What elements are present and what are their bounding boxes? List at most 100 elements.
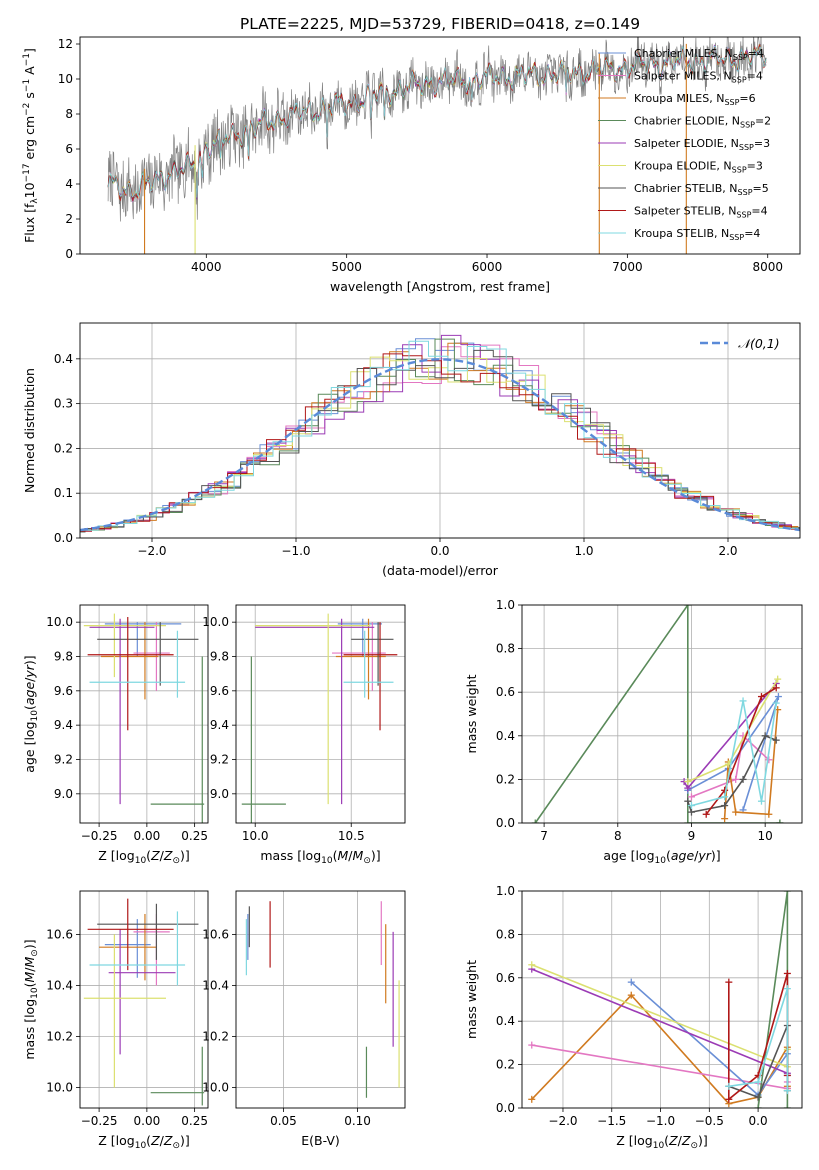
x-tick-label: 2.0	[718, 544, 737, 558]
x-axis-label: (data-model)/error	[382, 563, 499, 578]
axes-frame	[521, 604, 803, 824]
y-tick-label: 0.6	[496, 685, 515, 699]
y-tick-label: 10.2	[46, 1030, 73, 1044]
marker-chabrier-stelib	[761, 732, 769, 740]
normal-curve	[80, 358, 800, 532]
x-tick-label: 0.05	[270, 1114, 297, 1128]
legend: Chabrier MILES, NSSP=4 Salpeter MILES, NS…	[598, 47, 771, 242]
axes-spectrum: 4000 5000 6000 7000 8000 0 2 4 6 8 10 12 Chabrier MI…	[22, 36, 801, 294]
legend-entry: Chabrier STELIB, NSSP=5	[634, 182, 769, 197]
x-tick-label: 6000	[472, 260, 503, 274]
marker-salpeter-miles	[528, 1041, 536, 1049]
y-tick-label: 10	[58, 72, 73, 86]
y-tick-label: 0.2	[54, 441, 73, 455]
axes-frame	[79, 604, 209, 824]
observed-spectrum	[107, 37, 767, 222]
axes-age_vs_mass: 10.0 10.5 9.0 9.2 9.4 9.6 9.8 10.0 mass [log10(M…	[202, 604, 406, 866]
y-tick-label: 10.0	[202, 1081, 229, 1095]
plot-area	[531, 605, 784, 823]
y-tick-label: 0.0	[496, 816, 515, 830]
weights-salpeter-elodie	[531, 968, 788, 1075]
marker-salpeter-elodie	[684, 784, 692, 792]
grid	[80, 605, 208, 823]
marker-kroupa-stelib	[721, 793, 729, 801]
y-axis-label: Flux [fλ10−17 erg cm−2 s−1 A−1]	[22, 48, 40, 243]
legend-entry: Kroupa ELODIE, NSSP=3	[634, 160, 763, 175]
axes-frame	[79, 322, 801, 539]
y-tick-label: 0.6	[496, 971, 515, 985]
x-tick-label: −0.25	[81, 829, 118, 843]
x-tick-label: −2.0	[548, 1114, 577, 1128]
x-tick-label: 10.0	[242, 829, 269, 843]
y-tick-label: 9.4	[210, 718, 229, 732]
y-tick-label: 10.6	[46, 927, 73, 941]
x-axis-label: Z [log10(Z/Z⊙)]	[98, 1133, 190, 1151]
y-tick-label: 10.4	[202, 978, 229, 992]
x-tick-label: −1.5	[597, 1114, 626, 1128]
y-tick-label: 12	[58, 37, 73, 51]
y-tick-label: 1.0	[496, 884, 515, 898]
x-tick-label: −0.5	[695, 1114, 724, 1128]
axes-frame	[79, 36, 801, 255]
marker-chabrier-elodie	[684, 819, 692, 823]
x-tick-label: 10	[758, 829, 773, 843]
legend-entry: Kroupa STELIB, NSSP=4	[634, 227, 760, 242]
y-tick-label: 0.4	[54, 352, 73, 366]
plot-area	[241, 613, 398, 823]
marker-kroupa-miles	[765, 810, 773, 818]
x-tick-label: 0.25	[181, 829, 208, 843]
x-tick-label: 0.0	[749, 1114, 768, 1128]
x-axis-label: mass [log10(M/M⊙)]	[260, 848, 380, 866]
x-axis-label: Z [log10(Z/Z⊙)]	[98, 848, 190, 866]
marker-kroupa-elodie	[774, 675, 782, 683]
x-tick-label: 8000	[752, 260, 783, 274]
x-tick-label: 0.10	[344, 1114, 371, 1128]
axes-frame	[79, 890, 209, 1109]
marker-kroupa-stelib	[687, 802, 695, 810]
y-tick-label: 6	[65, 142, 73, 156]
plot-area	[528, 891, 791, 1108]
y-tick-label: 0.0	[496, 1101, 515, 1115]
marker-salpeter-stelib	[783, 969, 791, 977]
y-tick-label: 9.6	[54, 684, 73, 698]
grid	[236, 891, 405, 1108]
plot-area	[83, 613, 205, 823]
y-tick-label: 0.4	[496, 729, 515, 743]
axes-residuals: −2.0 −1.0 0.0 1.0 2.0 0.0 0.1 0.2 0.3 0.4 𝒩(0,1) (d…	[22, 322, 801, 578]
marker-kroupa-elodie	[528, 961, 536, 969]
y-tick-label: 9.0	[54, 787, 73, 801]
x-tick-label: 7	[540, 829, 548, 843]
x-tick-label: 7000	[612, 260, 643, 274]
grid	[80, 891, 208, 1108]
axes-mass_vs_Z: −0.25 0.00 0.25 10.0 10.2 10.4 10.6 Z [log10(Z/…	[22, 890, 209, 1151]
marker-salpeter-stelib	[772, 684, 780, 692]
x-axis-label: Z [log10(Z/Z⊙)]	[616, 1133, 708, 1151]
legend-entry: Chabrier MILES, NSSP=4	[634, 47, 764, 62]
y-tick-label: 1.0	[496, 598, 515, 612]
x-tick-label: 5000	[331, 260, 362, 274]
y-tick-label: 0.2	[496, 772, 515, 786]
y-tick-label: 4	[65, 177, 73, 191]
x-tick-label: 10.5	[338, 829, 365, 843]
x-tick-label: 9	[688, 829, 696, 843]
marker-chabrier-stelib	[684, 797, 692, 805]
marker-kroupa-miles	[528, 1095, 536, 1103]
legend-entry: 𝒩(0,1)	[738, 336, 780, 351]
y-tick-label: 8	[65, 107, 73, 121]
axes-massweight_vs_age: 7 8 9 10 0.0 0.2 0.4 0.6 0.8 1.0 age [log10(age/yr…	[464, 598, 803, 866]
marker-salpeter-stelib	[725, 1095, 733, 1103]
legend-entry: Salpeter ELODIE, NSSP=3	[634, 137, 770, 152]
marker-kroupa-stelib	[757, 797, 765, 805]
histogram-salpeter-stelib	[80, 353, 800, 532]
plot-area	[245, 901, 400, 1098]
weights-salpeter-stelib	[705, 687, 777, 815]
weights-chabrier-elodie	[534, 605, 780, 823]
model-kroupa-stelib	[107, 45, 767, 198]
marker-chabrier-miles	[774, 693, 782, 701]
plot-area	[107, 37, 767, 254]
marker-salpeter-stelib	[757, 693, 765, 701]
histogram-chabrier-stelib	[80, 349, 800, 533]
y-tick-label: 9.8	[210, 649, 229, 663]
marker-kroupa-stelib	[739, 697, 747, 705]
